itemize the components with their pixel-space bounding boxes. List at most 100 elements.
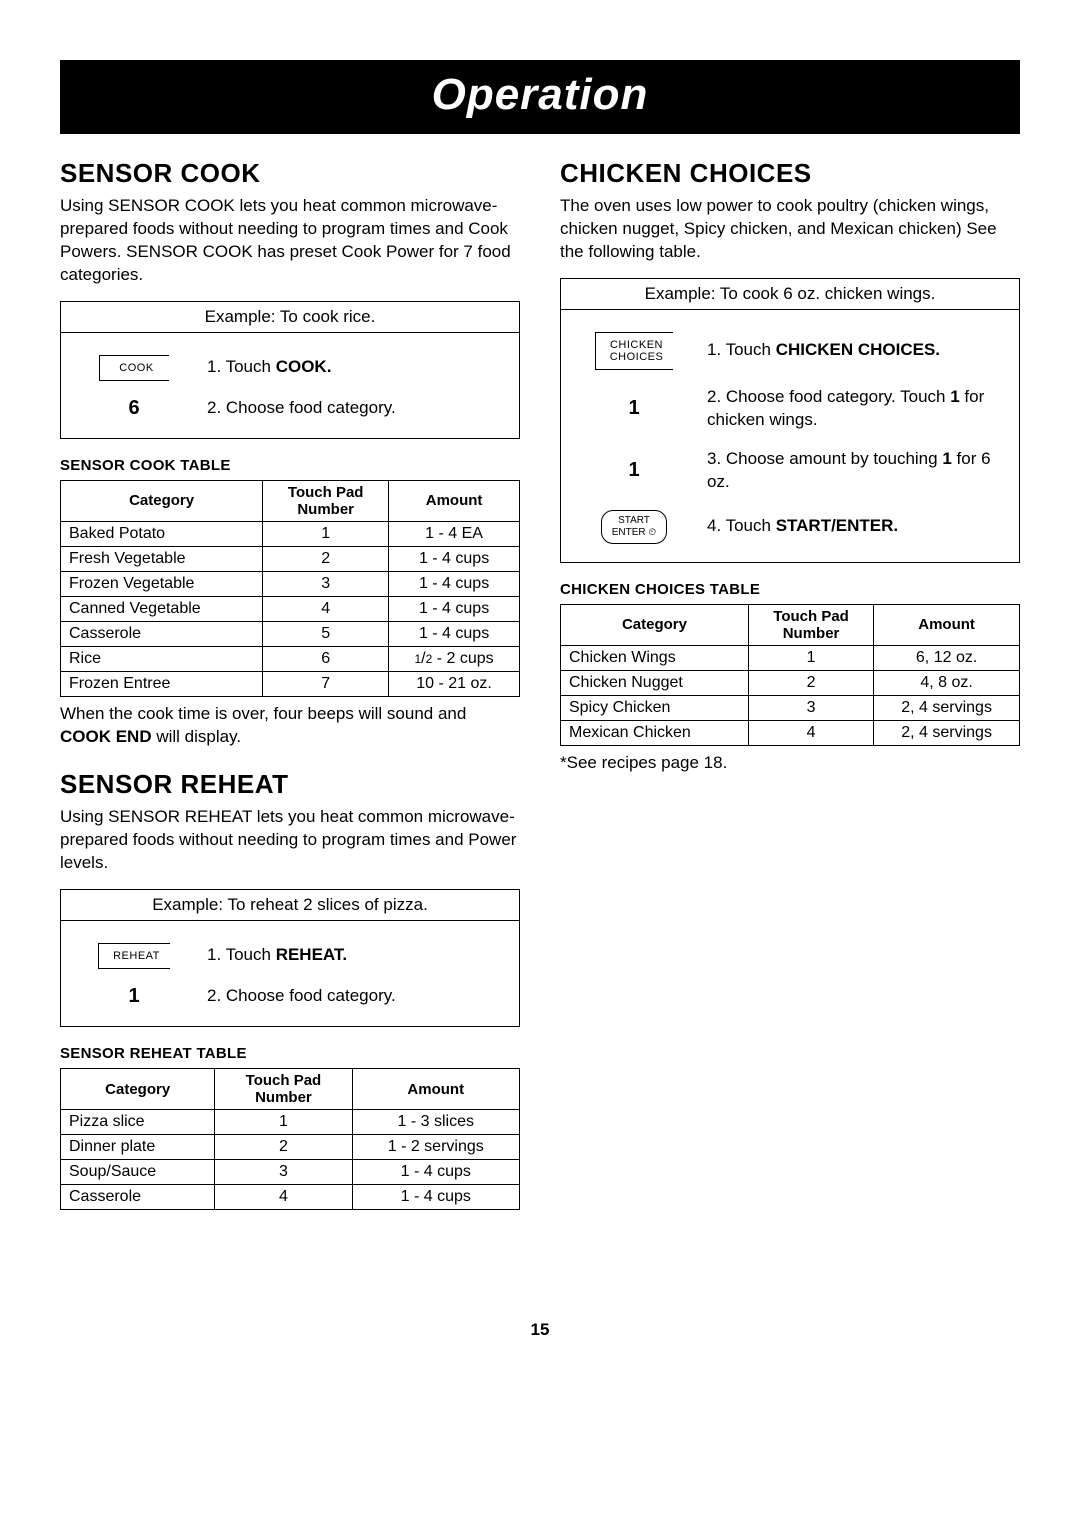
step-row: COOK 1. Touch COOK. bbox=[79, 355, 501, 381]
table-cell: 3 bbox=[263, 572, 389, 597]
example-header: Example: To reheat 2 slices of pizza. bbox=[61, 890, 519, 921]
chicken-choices-table: CategoryTouch PadNumberAmountChicken Win… bbox=[560, 604, 1020, 747]
touchpad-button-icon: COOK bbox=[99, 355, 169, 381]
table-cell: 2 bbox=[263, 547, 389, 572]
manual-page: Operation SENSOR COOK Using SENSOR COOK … bbox=[0, 0, 1080, 1380]
table-cell: Baked Potato bbox=[61, 522, 263, 547]
touchpad-number: 6 bbox=[128, 397, 139, 420]
table-cell: 2, 4 servings bbox=[874, 721, 1020, 746]
table-cell: 3 bbox=[215, 1160, 352, 1185]
table-cell: 4 bbox=[748, 721, 873, 746]
table-cell: 1 - 4 cups bbox=[389, 572, 520, 597]
footnote-text: When the cook time is over, four beeps w… bbox=[60, 704, 466, 723]
table-header: Touch PadNumber bbox=[215, 1068, 352, 1110]
sensor-cook-intro: Using SENSOR COOK lets you heat common m… bbox=[60, 195, 520, 287]
table-cell: 10 - 21 oz. bbox=[389, 672, 520, 697]
sensor-cook-table: CategoryTouch PadNumberAmountBaked Potat… bbox=[60, 480, 520, 698]
step-text: 1. Touch REHEAT. bbox=[207, 944, 501, 967]
step-text: 2. Choose food category. bbox=[207, 985, 501, 1008]
touchpad-number: 1 bbox=[128, 985, 139, 1008]
step-key: STARTENTER ⏲ bbox=[579, 510, 689, 544]
touchpad-button-icon: REHEAT bbox=[98, 943, 170, 969]
table-row: Fresh Vegetable21 - 4 cups bbox=[61, 547, 520, 572]
step-key: 1 bbox=[579, 397, 689, 420]
touchpad-button-icon: CHICKENCHOICES bbox=[595, 332, 674, 370]
table-cell: 1 bbox=[748, 646, 873, 671]
step-key: CHICKENCHOICES bbox=[579, 332, 689, 370]
table-header: Touch PadNumber bbox=[263, 480, 389, 522]
table-cell: 1 bbox=[263, 522, 389, 547]
table-cell: Spicy Chicken bbox=[561, 696, 749, 721]
table-cell: Pizza slice bbox=[61, 1110, 215, 1135]
table-cell: Fresh Vegetable bbox=[61, 547, 263, 572]
step-key: 1 bbox=[579, 459, 689, 482]
chicken-choices-intro: The oven uses low power to cook poultry … bbox=[560, 195, 1020, 264]
step-row: 12. Choose food category. Touch 1 for ch… bbox=[579, 386, 1001, 432]
sensor-cook-heading: SENSOR COOK bbox=[60, 158, 520, 189]
step-text: 2. Choose food category. bbox=[207, 397, 501, 420]
table-cell: 1 - 4 cups bbox=[389, 547, 520, 572]
sensor-cook-table-title: SENSOR COOK TABLE bbox=[60, 457, 520, 474]
start-enter-button-icon: STARTENTER ⏲ bbox=[601, 510, 667, 544]
right-column: CHICKEN CHOICES The oven uses low power … bbox=[560, 152, 1020, 1210]
chicken-choices-footnote: *See recipes page 18. bbox=[560, 752, 1020, 775]
table-cell: 4 bbox=[263, 597, 389, 622]
sensor-reheat-table-title: SENSOR REHEAT TABLE bbox=[60, 1045, 520, 1062]
step-key: 1 bbox=[79, 985, 189, 1008]
table-cell: 1 - 2 servings bbox=[352, 1135, 520, 1160]
sensor-reheat-heading: SENSOR REHEAT bbox=[60, 769, 520, 800]
step-row: REHEAT 1. Touch REHEAT. bbox=[79, 943, 501, 969]
table-row: Casserole51 - 4 cups bbox=[61, 622, 520, 647]
step-text: 3. Choose amount by touching 1 for 6 oz. bbox=[707, 448, 1001, 494]
table-cell: Casserole bbox=[61, 1185, 215, 1210]
table-row: Pizza slice11 - 3 slices bbox=[61, 1110, 520, 1135]
table-cell: 2, 4 servings bbox=[874, 696, 1020, 721]
table-header: Category bbox=[61, 1068, 215, 1110]
footnote-bold: COOK END bbox=[60, 727, 152, 746]
table-row: Chicken Wings16, 12 oz. bbox=[561, 646, 1020, 671]
sensor-cook-example-box: Example: To cook rice. COOK1. Touch COOK… bbox=[60, 301, 520, 439]
table-cell: 7 bbox=[263, 672, 389, 697]
table-cell: 3 bbox=[748, 696, 873, 721]
table-row: Rice61/2 - 2 cups bbox=[61, 647, 520, 672]
left-column: SENSOR COOK Using SENSOR COOK lets you h… bbox=[60, 152, 520, 1210]
step-row: 1 3. Choose amount by touching 1 for 6 oz… bbox=[579, 448, 1001, 494]
table-cell: 1/2 - 2 cups bbox=[389, 647, 520, 672]
chicken-choices-heading: CHICKEN CHOICES bbox=[560, 158, 1020, 189]
table-cell: Frozen Entree bbox=[61, 672, 263, 697]
step-text: 1. Touch COOK. bbox=[207, 356, 501, 379]
footnote-text: will display. bbox=[152, 727, 241, 746]
table-header: Amount bbox=[352, 1068, 520, 1110]
table-cell: Dinner plate bbox=[61, 1135, 215, 1160]
table-cell: Chicken Nugget bbox=[561, 671, 749, 696]
step-row: CHICKENCHOICES 1. Touch CHICKEN CHOICES. bbox=[579, 332, 1001, 370]
chicken-choices-table-title: CHICKEN CHOICES TABLE bbox=[560, 581, 1020, 598]
table-cell: 1 - 4 cups bbox=[352, 1160, 520, 1185]
table-cell: 1 - 4 cups bbox=[389, 622, 520, 647]
step-key: REHEAT bbox=[79, 943, 189, 969]
table-cell: Chicken Wings bbox=[561, 646, 749, 671]
table-header: Category bbox=[61, 480, 263, 522]
table-row: Chicken Nugget24, 8 oz. bbox=[561, 671, 1020, 696]
table-cell: 2 bbox=[748, 671, 873, 696]
sensor-reheat-table: CategoryTouch PadNumberAmountPizza slice… bbox=[60, 1068, 520, 1211]
step-row: STARTENTER ⏲ 4. Touch START/ENTER. bbox=[579, 510, 1001, 544]
step-text: 4. Touch START/ENTER. bbox=[707, 515, 1001, 538]
table-cell: Soup/Sauce bbox=[61, 1160, 215, 1185]
step-text: 1. Touch CHICKEN CHOICES. bbox=[707, 339, 1001, 362]
sensor-reheat-steps: REHEAT 1. Touch REHEAT. 1 2. Choose food ca… bbox=[61, 921, 519, 1026]
sensor-reheat-example-box: Example: To reheat 2 slices of pizza. RE… bbox=[60, 889, 520, 1027]
table-cell: 4 bbox=[215, 1185, 352, 1210]
step-row: 1 2. Choose food category. bbox=[79, 985, 501, 1008]
table-cell: 1 bbox=[215, 1110, 352, 1135]
page-number: 15 bbox=[60, 1320, 1020, 1340]
sensor-cook-footnote: When the cook time is over, four beeps w… bbox=[60, 703, 520, 749]
table-cell: Canned Vegetable bbox=[61, 597, 263, 622]
table-row: Spicy Chicken32, 4 servings bbox=[561, 696, 1020, 721]
step-key: COOK bbox=[79, 355, 189, 381]
two-column-layout: SENSOR COOK Using SENSOR COOK lets you h… bbox=[60, 152, 1020, 1210]
table-cell: Mexican Chicken bbox=[561, 721, 749, 746]
step-key: 6 bbox=[79, 397, 189, 420]
table-header: Category bbox=[561, 604, 749, 646]
table-row: Casserole41 - 4 cups bbox=[61, 1185, 520, 1210]
